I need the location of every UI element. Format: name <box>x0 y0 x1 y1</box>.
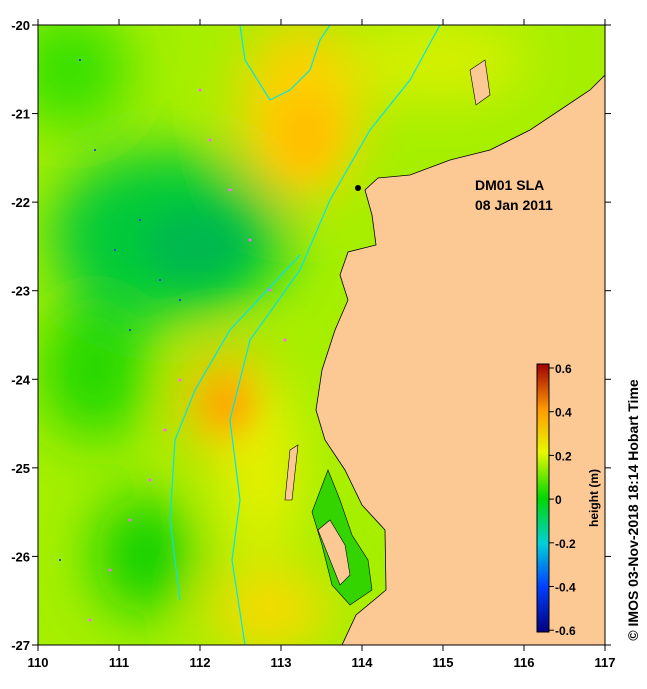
y-tick-label: -27 <box>11 638 30 653</box>
x-tick-label: 117 <box>595 655 616 670</box>
y-tick-label: -24 <box>11 372 31 387</box>
colorbar-ticks: 0.6 0.4 0.2 0 -0.2 -0.4 -0.6 <box>549 362 576 638</box>
x-tick-label: 110 <box>28 655 49 670</box>
colorbar-tick-label: 0.4 <box>555 406 572 420</box>
x-tick-label: 113 <box>271 655 292 670</box>
colorbar-label: height (m) <box>587 469 601 527</box>
y-tick-label: -23 <box>11 284 30 299</box>
land-mass <box>315 74 605 645</box>
x-tick-label: 112 <box>190 655 211 670</box>
axes: 110 111 112 113 114 115 116 117 -20 -21 -22 -23 -24 -… <box>11 18 615 670</box>
x-tick-label: 114 <box>352 655 374 670</box>
colorbar-tick-label: 0.2 <box>555 449 572 463</box>
y-tick-label: -20 <box>11 18 30 33</box>
x-tick-label: 111 <box>109 655 129 670</box>
x-tick-label: 115 <box>433 655 454 670</box>
altimeter-track-dots <box>88 88 287 622</box>
y-tick-label: -26 <box>11 549 30 564</box>
colorbar-tick-label: 0.6 <box>555 362 572 376</box>
plot-frame <box>37 24 606 646</box>
shark-bay-water <box>311 469 373 606</box>
y-tick-label: -25 <box>11 461 30 476</box>
y-tick-label: -21 <box>11 107 30 122</box>
colorbar-tick-label: 0 <box>555 493 562 507</box>
y-tick-label: -22 <box>11 195 30 210</box>
altimeter-track-dots-blue <box>59 59 181 561</box>
colorbar-tick-label: -0.6 <box>555 624 576 638</box>
x-tick-label: 116 <box>514 655 535 670</box>
ocean-field <box>38 25 605 645</box>
map-date: 08 Jan 2011 <box>475 197 553 213</box>
colorbar <box>536 363 550 633</box>
colorbar-tick-label: -0.4 <box>555 581 576 595</box>
colorbar-tick-label: -0.2 <box>555 537 576 551</box>
credit-text: © IMOS 03-Nov-2018 18:14 Hobart Time <box>625 379 641 641</box>
map-title: DM01 SLA <box>475 177 544 193</box>
